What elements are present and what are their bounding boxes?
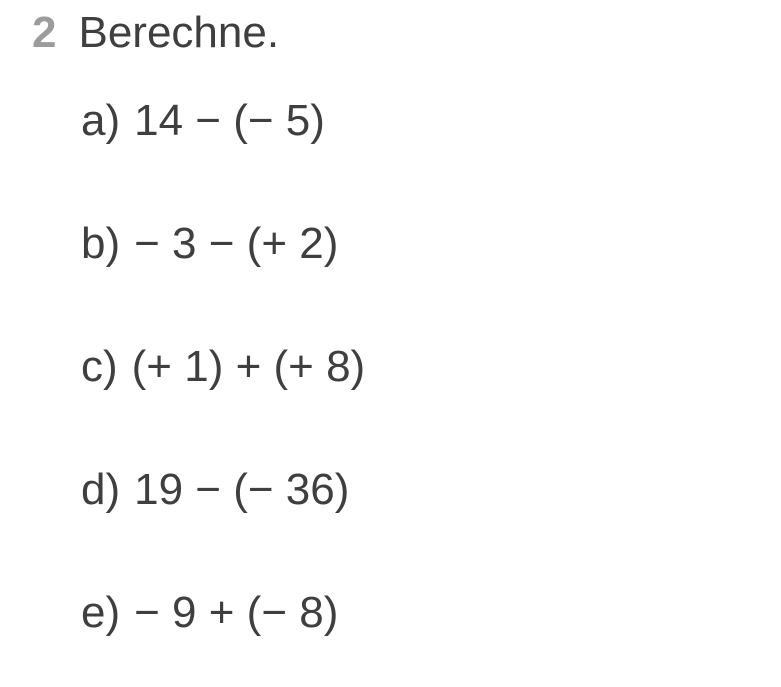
exercise-prompt: Berechne. <box>78 8 279 58</box>
exercise-items: a) 14 − (− 5) b) − 3 − (+ 2) c) (+ 1) + … <box>32 96 781 638</box>
exercise-header: 2 Berechne. <box>32 8 781 58</box>
item-label: d) <box>81 465 120 515</box>
exercise-item: d) 19 − (− 36) <box>81 465 781 515</box>
item-expression: 14 − (− 5) <box>134 96 325 146</box>
item-label: e) <box>81 588 120 638</box>
item-expression: − 3 − (+ 2) <box>134 219 338 269</box>
item-label: a) <box>81 96 120 146</box>
exercise-page: 2 Berechne. a) 14 − (− 5) b) − 3 − (+ 2)… <box>0 0 781 638</box>
item-label: c) <box>81 342 118 392</box>
exercise-number: 2 <box>32 8 56 58</box>
exercise-item: a) 14 − (− 5) <box>81 96 781 146</box>
exercise-item: e) − 9 + (− 8) <box>81 588 781 638</box>
item-label: b) <box>81 219 120 269</box>
item-expression: (+ 1) + (+ 8) <box>132 342 366 392</box>
item-expression: − 9 + (− 8) <box>134 588 338 638</box>
exercise-item: c) (+ 1) + (+ 8) <box>81 342 781 392</box>
exercise-item: b) − 3 − (+ 2) <box>81 219 781 269</box>
item-expression: 19 − (− 36) <box>134 465 349 515</box>
